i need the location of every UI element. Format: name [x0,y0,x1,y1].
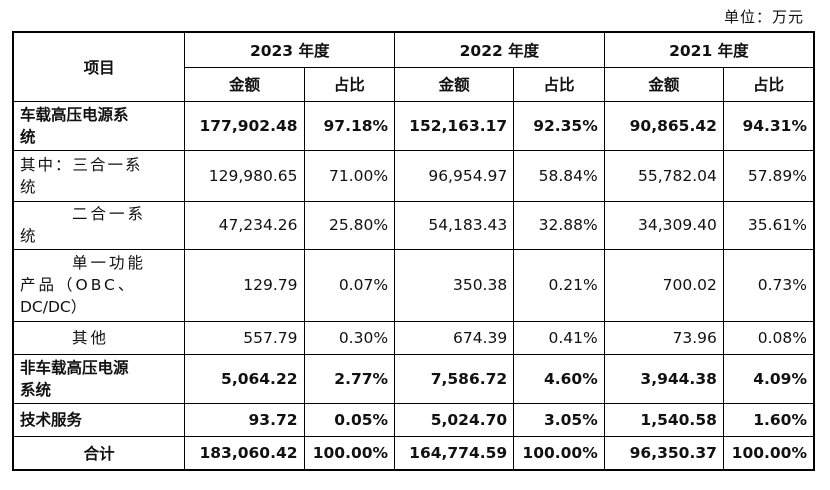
header-amount: 金额 [394,66,515,102]
cell-ratio-2021: 0.73% [722,248,815,322]
table-row: 其他 557.79 0.30% 674.39 0.41% 73.96 0.08% [12,320,815,355]
header-year-2021: 2021 年度 [603,31,815,68]
table-row: 其中：三合一系 统 129,980.65 71.00% 96,954.97 58… [12,149,815,202]
cell-ratio-2023: 97.18% [303,100,396,151]
cell-ratio-2022: 58.84% [513,149,605,202]
cell-amount-2023: 47,234.26 [184,200,305,250]
table-row: 技术服务 93.72 0.05% 5,024.70 3.05% 1,540.58… [12,402,815,437]
cell-ratio-2022: 0.41% [513,320,605,355]
cell-ratio-2021: 1.60% [722,402,815,437]
cell-amount-2022: 5,024.70 [394,402,515,437]
cell-ratio-2023: 2.77% [303,353,396,404]
cell-amount-2021: 73.96 [603,320,724,355]
header-ratio: 占比 [513,66,605,102]
cell-ratio-2021: 4.09% [722,353,815,404]
table-row: 车载高压电源系 统 177,902.48 97.18% 152,163.17 9… [12,100,815,151]
table-row: 单一功能 产品（OBC、 DC/DC） 129.79 0.07% 350.38 … [12,248,815,322]
cell-amount-2023: 129.79 [184,248,305,322]
header-item: 项目 [12,31,186,102]
header-amount: 金额 [184,66,305,102]
cell-ratio-2023: 0.05% [303,402,396,437]
row-label: 车载高压电源系 统 [12,100,186,151]
cell-ratio-2022: 100.00% [513,435,605,471]
row-label: 其他 [12,320,186,355]
row-label: 非车载高压电源 系统 [12,353,186,404]
header-row-metrics: 金额 占比 金额 占比 金额 占比 [13,66,815,102]
cell-amount-2022: 674.39 [394,320,515,355]
revenue-table: 项目 2023 年度 2022 年度 2021 年度 金额 占比 金额 占比 金… [12,31,815,471]
cell-ratio-2022: 0.21% [513,248,605,322]
cell-amount-2021: 1,540.58 [603,402,724,437]
cell-ratio-2023: 71.00% [303,149,396,202]
cell-amount-2022: 54,183.43 [394,200,515,250]
cell-ratio-2021: 0.08% [722,320,815,355]
cell-amount-2021: 90,865.42 [603,100,724,151]
header-ratio: 占比 [303,66,396,102]
row-label: 技术服务 [12,402,186,437]
cell-amount-2021: 55,782.04 [603,149,724,202]
table-row: 二合一系 统 47,234.26 25.80% 54,183.43 32.88%… [12,200,815,250]
cell-ratio-2023: 25.80% [303,200,396,250]
cell-ratio-2023: 100.00% [303,435,396,471]
cell-ratio-2022: 4.60% [513,353,605,404]
cell-amount-2021: 96,350.37 [603,435,724,471]
header-year-2023: 2023 年度 [184,31,396,68]
table-row-total: 合计 183,060.42 100.00% 164,774.59 100.00%… [12,435,815,471]
row-label: 单一功能 产品（OBC、 DC/DC） [12,248,186,322]
cell-ratio-2022: 32.88% [513,200,605,250]
row-label: 其中：三合一系 统 [12,149,186,202]
cell-ratio-2023: 0.07% [303,248,396,322]
cell-amount-2021: 34,309.40 [603,200,724,250]
cell-amount-2021: 700.02 [603,248,724,322]
cell-amount-2023: 183,060.42 [184,435,305,471]
header-amount: 金额 [603,66,724,102]
cell-amount-2022: 350.38 [394,248,515,322]
cell-ratio-2022: 3.05% [513,402,605,437]
cell-ratio-2021: 35.61% [722,200,815,250]
unit-label: 单位：万元 [723,8,804,26]
cell-amount-2023: 129,980.65 [184,149,305,202]
table-row: 非车载高压电源 系统 5,064.22 2.77% 7,586.72 4.60%… [12,353,815,404]
cell-ratio-2021: 100.00% [722,435,815,471]
cell-amount-2023: 5,064.22 [184,353,305,404]
cell-ratio-2021: 94.31% [722,100,815,151]
cell-amount-2022: 164,774.59 [394,435,515,471]
cell-amount-2023: 557.79 [184,320,305,355]
cell-amount-2023: 177,902.48 [184,100,305,151]
cell-ratio-2023: 0.30% [303,320,396,355]
row-label: 合计 [12,435,186,471]
cell-amount-2023: 93.72 [184,402,305,437]
header-row-years: 项目 2023 年度 2022 年度 2021 年度 [12,31,815,102]
header-ratio: 占比 [722,66,815,102]
cell-ratio-2021: 57.89% [722,149,815,202]
cell-amount-2021: 3,944.38 [603,353,724,404]
cell-amount-2022: 152,163.17 [394,100,515,151]
cell-amount-2022: 7,586.72 [394,353,515,404]
cell-amount-2022: 96,954.97 [394,149,515,202]
row-label: 二合一系 统 [12,200,186,250]
header-year-2022: 2022 年度 [394,31,605,68]
cell-ratio-2022: 92.35% [513,100,605,151]
